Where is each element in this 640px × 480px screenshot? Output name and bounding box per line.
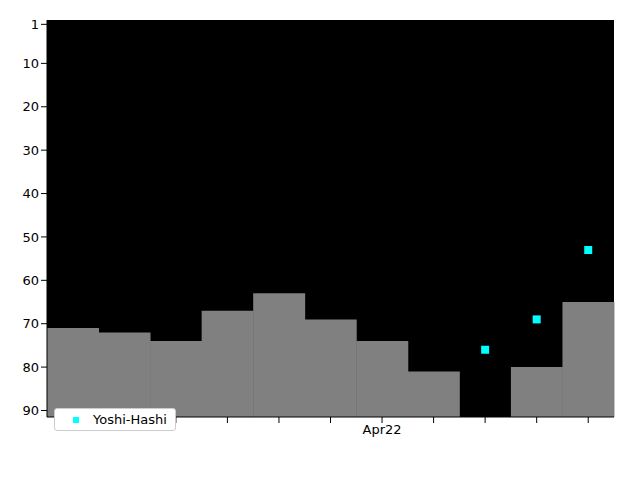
svg-text:1: 1 [31,17,39,32]
svg-text:40: 40 [22,186,39,201]
svg-text:60: 60 [22,273,39,288]
svg-text:Apr22: Apr22 [363,422,402,437]
svg-text:20: 20 [22,99,39,114]
html-text:Yoshi-Hashi: Yoshi-Hashi [93,412,167,427]
svg-text:50: 50 [22,230,39,245]
svg-text:10: 10 [22,56,39,71]
svg-text:90: 90 [22,403,39,418]
svg-text:70: 70 [22,316,39,331]
svg-text:80: 80 [22,360,39,375]
svg-text:30: 30 [22,143,39,158]
